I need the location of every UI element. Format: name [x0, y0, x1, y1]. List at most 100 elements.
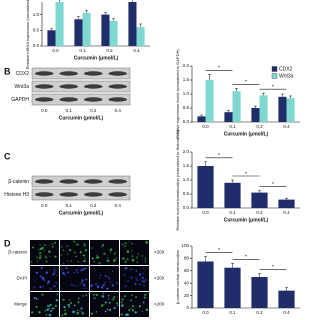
cell [126, 257, 129, 261]
cell [100, 245, 103, 248]
cell [63, 305, 66, 309]
cell [128, 309, 131, 312]
error-bar [285, 197, 288, 200]
x-tick-label: 0.1 [229, 124, 236, 129]
bar [224, 267, 241, 308]
cell [136, 261, 138, 264]
cell [100, 304, 104, 307]
cell [91, 288, 93, 291]
cell [49, 303, 52, 306]
cell [47, 280, 50, 283]
blot-band [83, 179, 103, 184]
cell [42, 285, 45, 288]
blot-band [83, 84, 103, 89]
cell [112, 298, 115, 301]
blot-band [59, 179, 79, 184]
x-tick-label: 0.0 [202, 124, 209, 129]
cell [142, 272, 145, 275]
cell [53, 284, 56, 288]
cell [64, 309, 66, 312]
y-tick-label: 2.0 [183, 149, 190, 154]
cell [144, 260, 147, 263]
cell [84, 249, 88, 252]
cell [73, 251, 77, 254]
legend-label: CDX2 [279, 66, 293, 72]
bar [205, 80, 214, 122]
cell [75, 255, 77, 258]
cell [60, 254, 63, 256]
cell [45, 271, 49, 274]
bar [278, 199, 295, 208]
cell [51, 245, 54, 248]
cell [131, 309, 135, 312]
cell [36, 260, 39, 263]
significance-star: * [245, 171, 247, 177]
micrograph [60, 292, 89, 317]
cell [84, 285, 86, 288]
cell [75, 243, 79, 246]
cell [124, 285, 127, 288]
y-tick-label: 0 [186, 305, 189, 310]
cell [38, 256, 42, 260]
cell [48, 313, 52, 317]
cell [70, 260, 72, 262]
lane-label: 0.2 [90, 203, 97, 208]
cell [121, 298, 124, 301]
cell [83, 244, 87, 247]
cell [44, 309, 47, 312]
cell [85, 287, 87, 290]
cell [54, 255, 57, 258]
legend-swatch [271, 66, 278, 72]
cell [39, 244, 41, 246]
cell [138, 273, 142, 276]
cell [109, 308, 112, 312]
cell [61, 246, 63, 248]
blot-row-label: Wnt3a [15, 84, 30, 90]
cell [131, 305, 135, 308]
y-tick-label: 100 [181, 243, 189, 248]
significance-star: * [218, 66, 220, 72]
cell [70, 301, 73, 305]
cell [146, 242, 149, 245]
cell [90, 312, 94, 315]
y-tick-label: 1.0 [33, 12, 40, 17]
x-tick-label: 0.2 [106, 48, 113, 53]
x-axis-label: Curcumin (μmol/L) [224, 131, 269, 137]
cell [113, 252, 116, 255]
cell [135, 296, 137, 298]
cell [79, 270, 81, 272]
bar [259, 95, 268, 122]
bar [197, 261, 214, 308]
cell [123, 273, 126, 276]
y-tick-label: 20 [184, 293, 190, 298]
blot-band [34, 192, 54, 197]
cell [107, 277, 111, 280]
lane-label: 0.1 [66, 203, 73, 208]
significance-star: * [218, 153, 220, 159]
error-bar [258, 273, 261, 277]
cell [111, 270, 114, 272]
significance-star: * [218, 248, 220, 254]
cell [37, 248, 40, 251]
cell [120, 313, 123, 316]
cell [65, 267, 68, 270]
y-tick-label: 40 [184, 280, 190, 285]
cell [33, 297, 36, 299]
cell [67, 303, 70, 307]
cell [55, 299, 59, 302]
cell [141, 310, 143, 313]
blot-x-label: Curcumin (μmol/L) [59, 115, 104, 121]
cell [66, 271, 70, 274]
cell [33, 280, 36, 282]
cell [131, 242, 134, 245]
bar [136, 27, 145, 46]
significance-star: * [245, 255, 247, 261]
cell [131, 250, 133, 252]
cell [76, 269, 78, 271]
significance-star: * [245, 80, 247, 86]
cell [43, 250, 46, 252]
cell [113, 307, 116, 310]
cell [33, 286, 36, 289]
cell [41, 293, 44, 296]
cell [144, 293, 147, 296]
